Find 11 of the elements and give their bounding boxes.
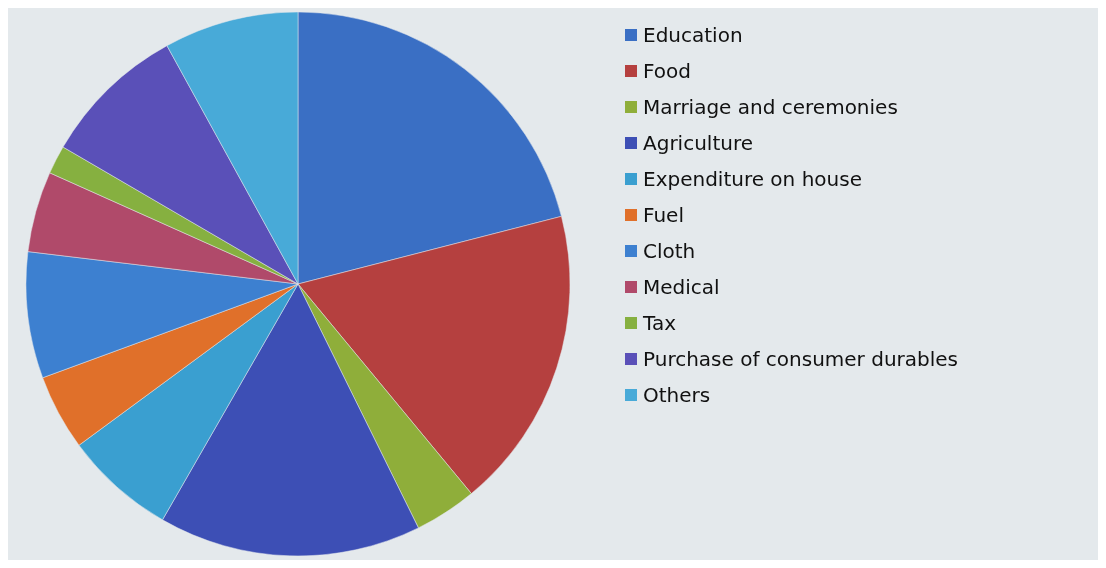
legend-label: Tax bbox=[642, 311, 677, 335]
legend-label: Cloth bbox=[643, 239, 696, 263]
legend-label: Education bbox=[643, 23, 743, 47]
legend-label: Marriage and ceremonies bbox=[643, 95, 898, 119]
legend-label: Food bbox=[643, 59, 691, 83]
legend-label: Purchase of consumer durables bbox=[643, 347, 959, 371]
legend-label: Others bbox=[643, 383, 711, 407]
legend-label: Medical bbox=[643, 275, 720, 299]
legend-label: Expenditure on house bbox=[643, 167, 862, 191]
legend-label: Agriculture bbox=[643, 131, 753, 155]
legend-label: Fuel bbox=[643, 203, 684, 227]
